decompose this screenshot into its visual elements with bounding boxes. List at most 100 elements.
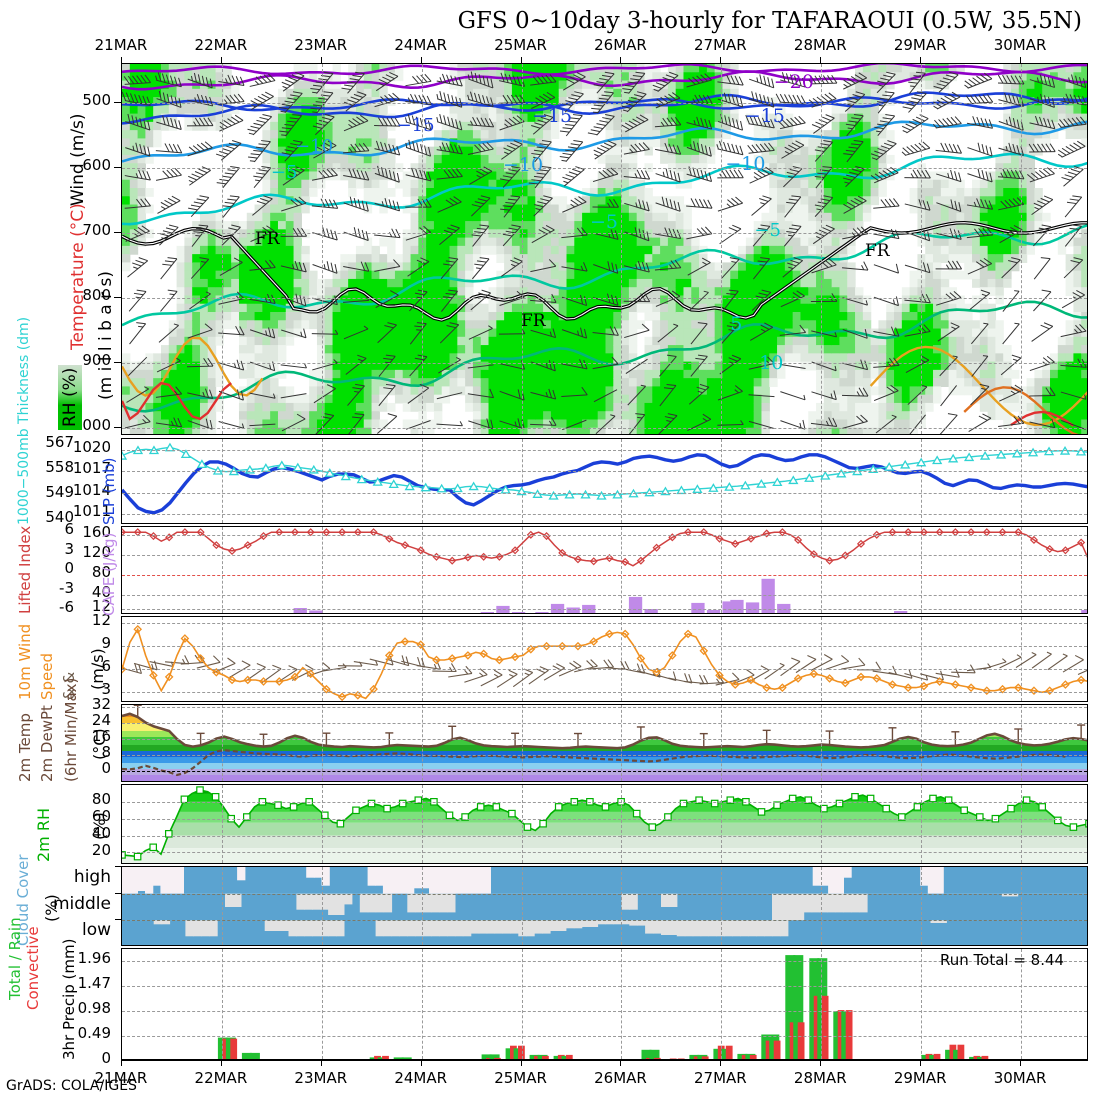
lifted-index-tick-label: -3 [59,578,74,597]
label-cape: CAPE (J/kg) [100,532,118,616]
gridline-horizontal [122,608,1087,610]
gridline-horizontal [122,646,1087,648]
gridline-horizontal [122,492,1087,494]
gridline-vertical [721,785,723,863]
gridline-vertical [521,64,523,434]
gridline-horizontal [122,428,1087,430]
cloud-row-label: middle [52,893,111,914]
date-tick [320,57,322,63]
gridline-vertical [221,527,223,613]
lifted-index-tick-label: -6 [59,598,74,617]
gridline-horizontal [122,818,1087,820]
label-millibars: (m i l l i b a r s) [96,270,116,400]
gridline-horizontal [122,554,1087,556]
gridline-vertical [221,64,223,434]
freezing-level-label: FR [255,229,280,249]
contour-label: −15 [531,105,573,128]
gridline-vertical [921,785,923,863]
gridline-vertical [621,949,623,1059]
contour-label: −15 [744,104,785,127]
wind-tick-label: 9 [101,634,111,653]
gridline-vertical [1021,617,1023,701]
label-wind-unit: (m/s) [88,648,107,690]
label-wind-speed: Speed [38,652,56,700]
date-label-30mar: 30MAR [993,1069,1047,1087]
cape-lifted-index-panel [121,526,1088,614]
gridline-vertical [421,527,423,613]
gridline-vertical [1021,527,1023,613]
wind-tick-label: 6 [101,657,111,676]
date-label-28mar: 28MAR [793,1069,847,1087]
gridline-vertical [821,785,823,863]
gridline-vertical [221,867,223,945]
gridline-vertical [921,949,923,1059]
contour-label: −5 [754,220,781,242]
pressure-tick-label: 500 [82,91,111,110]
date-label-25mar: 25MAR [494,1069,547,1087]
date-label-28mar: 28MAR [793,36,847,54]
gridline-vertical [421,867,423,945]
gridline-horizontal [122,755,1087,756]
gridline-horizontal [122,233,1087,235]
gridline-vertical [1021,64,1023,434]
date-label-23mar: 23MAR [294,36,348,54]
temp-dewpoint-panel [121,704,1088,782]
label-wind-ms: Wind (m/s) [68,113,88,206]
gridline-vertical [821,439,823,523]
gridline-vertical [821,64,823,434]
pressure-tick [114,427,121,429]
date-label-29mar: 29MAR [893,36,947,54]
date-tick [520,57,522,63]
gridline-vertical [721,867,723,945]
gridline-vertical [1021,867,1023,945]
gridline-vertical [221,439,223,523]
cape-tick-label: 40 [91,583,111,602]
gridline-vertical [421,439,423,523]
gridline-vertical [921,867,923,945]
cloud-row-divider [122,893,1087,895]
cloud-cover-panel [121,866,1088,946]
gridline-horizontal [122,449,1087,451]
gridline-vertical [321,527,323,613]
rh-tick-label: 60 [91,806,111,825]
temp-tick-label: 8 [101,743,111,762]
gridline-vertical [521,527,523,613]
gridline-horizontal [122,623,1087,625]
date-label-22mar: 22MAR [194,36,248,54]
date-label-26mar: 26MAR [594,36,647,54]
gridline-vertical [221,949,223,1059]
gridline-horizontal [122,961,1087,963]
label-temperature: Temperature (°C) [68,203,88,350]
contour-label: −10 [502,154,544,177]
date-tick [320,1060,322,1066]
label-2m-dewpt: 2m DewPt [38,705,56,782]
gridline-vertical [721,527,723,613]
slp-tick-label: 1017 [72,459,111,478]
gridline-vertical [421,785,423,863]
date-tick [220,57,222,63]
gridline-vertical [521,705,523,781]
slp-tick-label: 1011 [72,502,111,521]
gridline-vertical [621,439,623,523]
gridline-vertical [1021,705,1023,781]
cloud-row-label: high [73,867,111,888]
label-precip-total: Total / Rain [6,917,24,1000]
gridline-vertical [821,527,823,613]
gridline-vertical [321,785,323,863]
gridline-horizontal [122,707,1087,708]
pressure-tick-label: 1000 [72,416,111,435]
lifted-index-tick-label: 0 [64,559,74,578]
lifted-index-tick-label: 6 [64,520,74,539]
date-tick [420,57,422,63]
pressure-tick [114,297,121,299]
date-tick [720,57,722,63]
temp-tick-label: 32 [91,695,111,714]
pressure-tick-label: 800 [82,286,111,305]
rh2m-panel [121,784,1088,864]
cape-tick-label: 120 [82,542,111,561]
gridline-vertical [321,705,323,781]
precip-panel [121,948,1088,1060]
gridline-horizontal [122,852,1087,854]
gridline-vertical [821,949,823,1059]
date-label-27mar: 27MAR [694,1069,747,1087]
